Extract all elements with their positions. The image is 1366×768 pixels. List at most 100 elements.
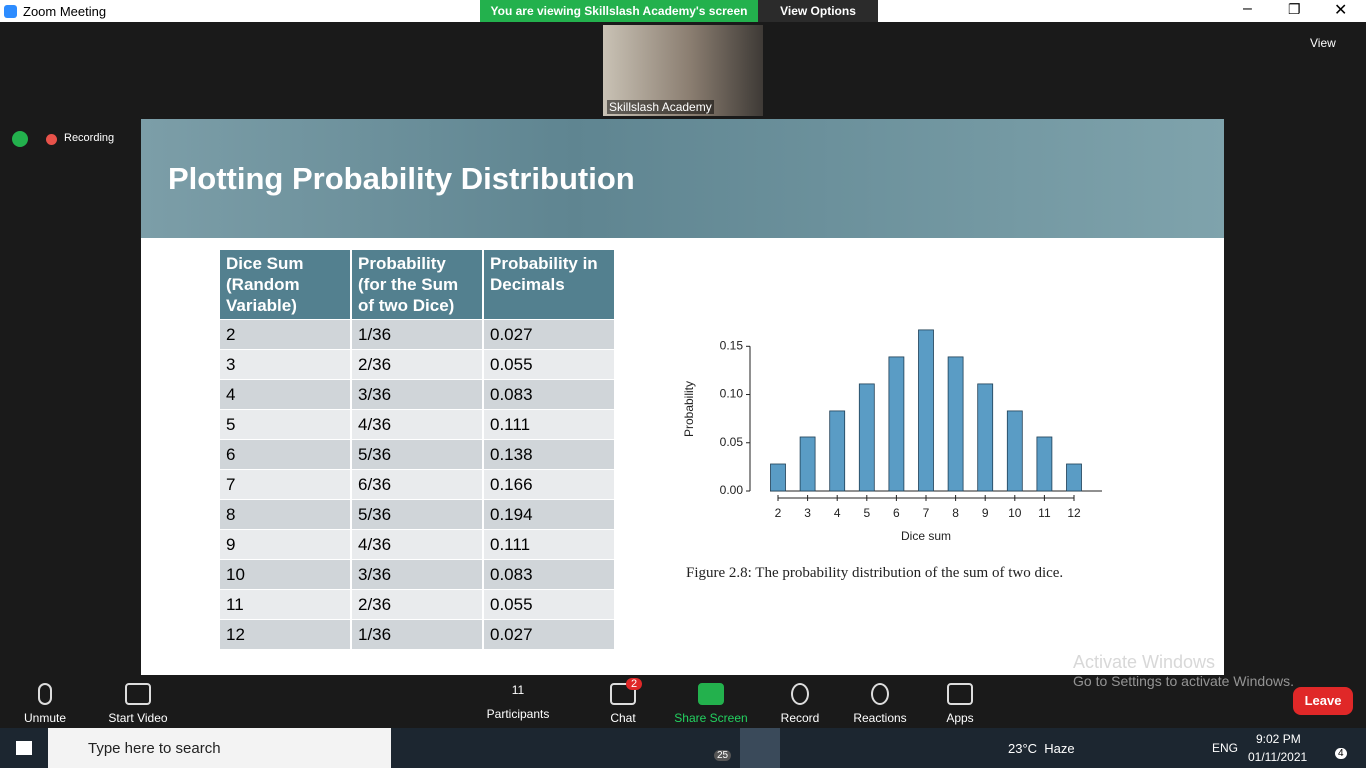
table-cell: 0.083 — [484, 380, 614, 409]
table-row: 9 4/36 0.111 — [220, 530, 614, 559]
window-title: Zoom Meeting — [23, 4, 107, 19]
table-cell: 5/36 — [352, 500, 482, 529]
search-box[interactable]: Type here to search — [48, 728, 391, 768]
view-options[interactable]: View Options — [758, 0, 878, 22]
record[interactable]: Record — [755, 683, 845, 725]
start-video[interactable]: Start Video — [93, 683, 183, 725]
y-tick-label: 0.00 — [720, 483, 744, 497]
table-cell: 2 — [220, 320, 350, 349]
header-cell: Probability (for the Sum of two Dice) — [352, 250, 482, 319]
apps[interactable]: Apps — [915, 683, 1005, 725]
view-button[interactable]: View — [1310, 36, 1336, 50]
y-tick-label: 0.15 — [720, 338, 744, 352]
header-cell: Dice Sum (Random Variable) — [220, 250, 350, 319]
table-cell: 6/36 — [352, 470, 482, 499]
chat-badge: 2 — [626, 678, 643, 690]
table-cell: 3/36 — [352, 560, 482, 589]
bar — [1006, 410, 1023, 492]
header-cell: Probability in Decimals — [484, 250, 614, 319]
sharing-banner: You are viewing Skillslash Academy's scr… — [480, 0, 758, 22]
table-cell: 0.166 — [484, 470, 614, 499]
minimize[interactable]: – — [1243, 0, 1252, 17]
bar — [947, 356, 964, 492]
table-row: 4 3/36 0.083 — [220, 380, 614, 409]
reactions[interactable]: Reactions — [835, 683, 925, 725]
table-cell: 5/36 — [352, 440, 482, 469]
watermark-text: Go to Settings to activate Windows. — [1073, 673, 1294, 689]
clock-time: 9:02 PM — [1256, 732, 1301, 746]
x-tick-label: 5 — [863, 506, 870, 520]
x-tick-label: 7 — [923, 506, 930, 520]
bar — [1066, 463, 1082, 492]
table-cell: 0.111 — [484, 530, 614, 559]
table-cell: 11 — [220, 590, 350, 619]
bar — [977, 383, 994, 492]
video-tile: Skillslash Academy — [603, 25, 763, 116]
table-cell: 3 — [220, 350, 350, 379]
unmute[interactable]: Unmute — [0, 683, 90, 725]
y-axis-label: Probability — [682, 381, 696, 437]
table-cell: 1/36 — [352, 620, 482, 649]
probability-table: Dice Sum (Random Variable) Probability (f… — [218, 249, 616, 650]
bar — [918, 329, 934, 492]
table-cell: 0.111 — [484, 410, 614, 439]
table-row: 6 5/36 0.138 — [220, 440, 614, 469]
table-cell: 0.055 — [484, 590, 614, 619]
start-button[interactable] — [16, 741, 32, 755]
figure-caption: Figure 2.8: The probability distribution… — [686, 565, 1064, 581]
x-tick-label: 6 — [893, 506, 900, 520]
zoom-taskbar-app[interactable] — [740, 728, 780, 768]
table-cell: 0.055 — [484, 350, 614, 379]
x-tick-label: 11 — [1038, 506, 1051, 520]
watermark-title: Activate Windows — [1073, 652, 1216, 672]
table-cell: 12 — [220, 620, 350, 649]
activate-watermark: Activate Windows Go to Settings to activa… — [1073, 652, 1294, 689]
taskbar: Type here to search 25 23°C Haze ENG 9:0… — [0, 728, 1366, 768]
bar — [770, 463, 786, 492]
table-row: 12 1/36 0.027 — [220, 620, 614, 649]
table-cell: 4 — [220, 380, 350, 409]
participants-label: Participants — [486, 707, 550, 721]
x-tick-label: 2 — [775, 506, 782, 520]
table-cell: 0.027 — [484, 320, 614, 349]
bar — [1036, 436, 1053, 492]
x-tick-label: 12 — [1067, 506, 1081, 520]
clock-date: 01/11/2021 — [1248, 750, 1308, 764]
table-cell: 6 — [220, 440, 350, 469]
zoom-icon — [4, 5, 17, 18]
bar — [858, 383, 875, 492]
reactions-label: Reactions — [853, 711, 907, 725]
participants[interactable]: 11 Participants — [473, 683, 563, 721]
notifications[interactable]: 4 — [1335, 748, 1347, 759]
table-cell: 5 — [220, 410, 350, 439]
x-tick-label: 10 — [1008, 506, 1022, 520]
slide-header: Plotting Probability Distribution — [141, 119, 1224, 238]
search-placeholder: Type here to search — [88, 740, 221, 757]
x-tick-label: 8 — [952, 506, 959, 520]
bar — [888, 356, 905, 492]
apps-label: Apps — [946, 711, 974, 725]
table-cell: 4/36 — [352, 530, 482, 559]
slide-title: Plotting Probability Distribution — [168, 161, 635, 196]
share-label: Share Screen — [674, 711, 748, 725]
y-tick-label: 0.05 — [720, 435, 744, 449]
close[interactable]: ✕ — [1334, 2, 1348, 19]
security-icon — [12, 131, 28, 147]
weather: 23°C Haze — [1008, 741, 1075, 756]
restore[interactable]: ❐ — [1288, 1, 1301, 17]
start-video-label: Start Video — [108, 711, 168, 725]
x-axis-label: Dice sum — [901, 529, 951, 543]
leave-button[interactable]: Leave — [1293, 687, 1353, 715]
table-cell: 8 — [220, 500, 350, 529]
x-tick-label: 4 — [834, 506, 841, 520]
chat[interactable]: Chat — [578, 683, 668, 725]
table-cell: 0.194 — [484, 500, 614, 529]
table-row: 2 1/36 0.027 — [220, 320, 614, 349]
bar-chart: 0.00 0.05 0.10 0.15 2 3 4 5 6 7 8 9 10 11 12 Dice sum Pr… — [682, 329, 1102, 543]
x-tick-label: 3 — [804, 506, 811, 520]
participants-count: 11 — [511, 683, 525, 697]
meeting-toolbar: Unmute Start Video 11 Participants Chat 2… — [0, 675, 1366, 728]
record-label: Record — [780, 711, 820, 725]
share-screen[interactable]: Share Screen — [666, 683, 756, 725]
